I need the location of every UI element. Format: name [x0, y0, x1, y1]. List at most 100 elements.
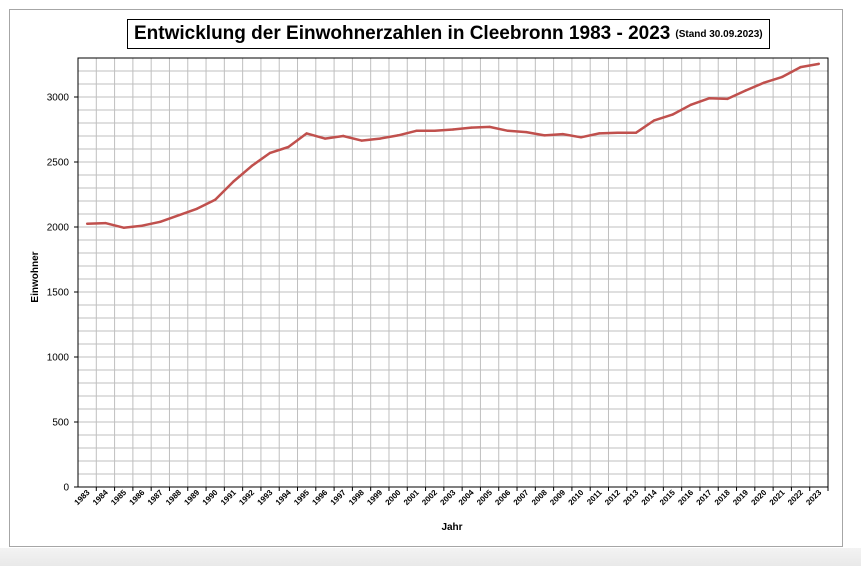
- x-tick-label: 1994: [274, 488, 293, 507]
- x-tick-label: 2005: [475, 488, 494, 507]
- data-point: [506, 129, 510, 132]
- data-point: [634, 131, 638, 134]
- data-point: [561, 132, 564, 136]
- x-tick-label: 1992: [237, 488, 256, 507]
- chart-title-box: Entwicklung der Einwohnerzahlen in Cleeb…: [127, 19, 770, 49]
- y-tick-label: 1000: [47, 353, 70, 364]
- x-tick-label: 2010: [567, 488, 586, 507]
- x-tick-label: 1991: [219, 488, 238, 507]
- x-tick-label: 1993: [256, 488, 275, 507]
- x-tick-label: 2014: [640, 488, 659, 507]
- x-tick-label: 1987: [146, 488, 165, 507]
- y-tick-label: 3000: [47, 93, 70, 104]
- x-tick-label: 1984: [91, 488, 110, 507]
- y-tick-label: 0: [63, 483, 69, 494]
- data-point: [689, 103, 693, 107]
- y-tick-label: 1500: [47, 288, 70, 299]
- x-tick-label: 2000: [384, 488, 403, 507]
- data-point: [671, 113, 674, 116]
- data-point: [140, 224, 144, 227]
- data-point: [396, 134, 400, 137]
- data-point: [744, 89, 747, 92]
- data-point: [451, 128, 455, 131]
- x-tick-label: 2019: [731, 488, 750, 507]
- x-tick-label: 1999: [365, 488, 384, 507]
- x-tick-label: 2022: [786, 488, 805, 507]
- data-point: [707, 97, 711, 100]
- x-tick-label: 1988: [164, 488, 183, 507]
- x-axis-label: Jahr: [441, 522, 462, 533]
- data-point: [305, 132, 308, 135]
- data-point: [616, 131, 619, 134]
- x-tick-label: 2009: [548, 488, 567, 507]
- y-tick-label: 500: [52, 418, 69, 429]
- x-tick-label: 1997: [329, 488, 348, 507]
- x-tick-label: 1985: [109, 488, 128, 507]
- data-point: [122, 226, 125, 229]
- page-background: [0, 548, 861, 566]
- data-point: [159, 220, 162, 223]
- x-tick-label: 2015: [658, 488, 677, 507]
- y-axis-label: Einwohner: [30, 251, 41, 302]
- x-tick-label: 2018: [713, 488, 732, 507]
- x-tick-label: 2006: [493, 488, 512, 507]
- data-point: [268, 151, 272, 155]
- data-point: [433, 129, 436, 132]
- data-point: [470, 126, 473, 129]
- x-tick-label: 2016: [676, 488, 695, 507]
- x-tick-label: 2021: [768, 488, 787, 507]
- x-tick-label: 2012: [603, 488, 622, 507]
- x-tick-label: 2011: [585, 488, 604, 507]
- x-tick-label: 2003: [438, 488, 457, 507]
- x-tick-label: 2017: [695, 488, 714, 507]
- x-tick-label: 2004: [457, 488, 476, 507]
- data-point: [817, 62, 821, 66]
- x-tick-label: 2008: [530, 488, 549, 507]
- grid-lines: [78, 58, 828, 487]
- y-tick-label: 2500: [47, 158, 70, 169]
- data-point: [579, 136, 583, 139]
- chart-title: Entwicklung der Einwohnerzahlen in Cleeb…: [134, 23, 671, 44]
- x-tick-label: 1996: [310, 488, 329, 507]
- data-point: [781, 75, 784, 79]
- data-point: [177, 214, 180, 217]
- data-point: [85, 222, 89, 225]
- y-axis-ticks: 0 500 1000 1500 2000 2500 3000: [47, 93, 78, 494]
- data-point: [323, 137, 327, 140]
- x-tick-label: 1983: [73, 488, 92, 507]
- x-tick-label: 1995: [292, 488, 311, 507]
- data-point: [360, 139, 363, 142]
- data-point: [726, 97, 729, 101]
- data-point: [287, 145, 290, 149]
- x-tick-label: 1990: [201, 488, 220, 507]
- x-tick-label: 2013: [621, 488, 640, 507]
- x-tick-label: 2023: [804, 488, 823, 507]
- data-point: [342, 134, 345, 138]
- data-point: [378, 137, 382, 140]
- data-point: [799, 65, 802, 69]
- x-tick-label: 2020: [749, 488, 768, 507]
- data-point: [250, 164, 253, 168]
- data-point: [232, 180, 235, 183]
- x-tick-label: 2007: [512, 488, 531, 507]
- data-point: [524, 130, 528, 134]
- y-tick-label: 2000: [47, 223, 70, 234]
- data-point: [488, 125, 491, 129]
- data-point: [598, 132, 601, 135]
- data-point: [104, 221, 107, 225]
- chart-subtitle: (Stand 30.09.2023): [675, 28, 763, 40]
- x-tick-label: 1998: [347, 488, 366, 507]
- data-point: [213, 198, 217, 201]
- x-tick-label: 1989: [182, 488, 201, 507]
- data-point: [543, 134, 546, 137]
- x-tick-label: 1986: [127, 488, 146, 507]
- data-point: [195, 207, 199, 210]
- x-tick-label: 2001: [402, 488, 421, 507]
- data-point: [653, 119, 656, 122]
- data-point: [762, 81, 766, 84]
- x-axis-ticks: 1983 1984 1985 1986 1987 1988 1989 1990 1991 1992…: [73, 487, 829, 507]
- x-tick-label: 2002: [420, 488, 439, 507]
- plot-area: [77, 57, 829, 488]
- series-line: [87, 62, 820, 229]
